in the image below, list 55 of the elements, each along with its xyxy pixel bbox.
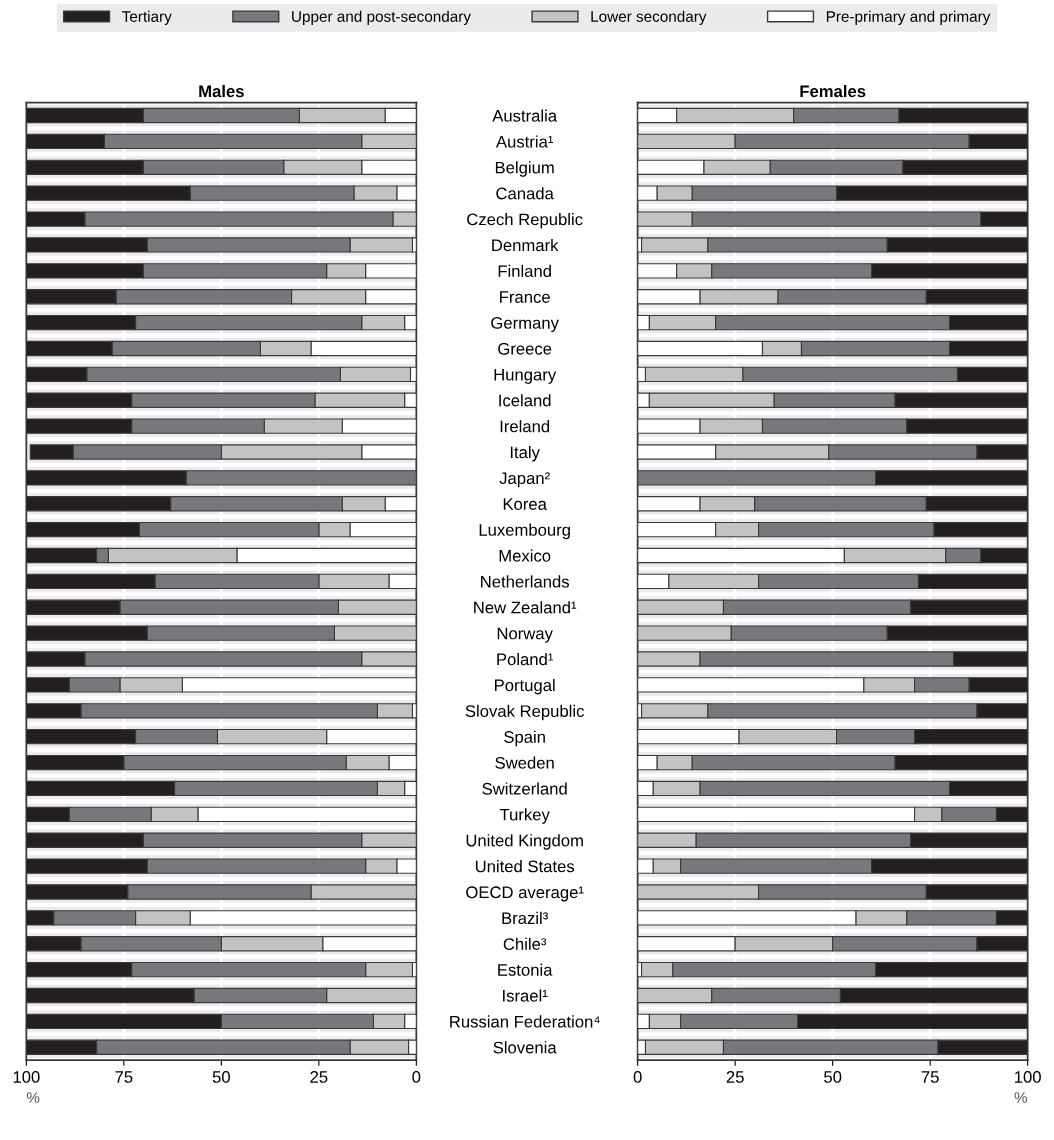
y-tick-label: Japan² — [499, 472, 550, 488]
y-tick-label: Poland¹ — [497, 653, 554, 666]
y-tick-label: Israel¹ — [503, 989, 548, 1002]
legend-label: Tertiary — [122, 10, 172, 25]
x-tick-label: 25 — [310, 1071, 328, 1083]
y-tick-label: Chile³ — [503, 937, 547, 950]
y-tick-label: New Zealand¹ — [474, 601, 577, 614]
y-tick-label: Czech Republic — [467, 213, 583, 229]
y-tick-label: Korea — [503, 498, 547, 510]
chart-title: Males — [199, 84, 244, 98]
legend-label: Upper and post-secondary — [292, 10, 471, 25]
x-axis-title: % — [26, 1092, 40, 1103]
x-tick-label: 75 — [921, 1071, 939, 1083]
y-tick-label: Turkey — [499, 808, 550, 824]
y-tick-label: Italy — [510, 445, 540, 462]
y-tick-label: Estonia — [498, 963, 553, 976]
y-tick-label: Germany — [491, 316, 559, 333]
y-tick-label: France — [500, 291, 550, 303]
y-tick-label: Slovak Republic — [465, 704, 584, 721]
y-tick-label: Hungary — [494, 368, 557, 384]
x-tick-label: 25 — [726, 1071, 744, 1083]
y-tick-label: Spain — [504, 730, 545, 747]
x-tick-label: 75 — [115, 1071, 133, 1083]
x-axis-title: % — [1014, 1092, 1028, 1103]
y-tick-label: Ireland — [500, 420, 550, 433]
x-tick-label: 0 — [633, 1071, 642, 1083]
y-tick-label: Norway — [497, 627, 553, 643]
y-tick-label: Mexico — [499, 549, 551, 562]
y-tick-label: Australia — [492, 109, 558, 122]
y-tick-label: Russian Federation⁴ — [450, 1015, 600, 1028]
y-tick-label: Netherlands — [481, 575, 569, 588]
y-tick-label: Belgium — [495, 161, 554, 177]
x-tick-label: 100 — [13, 1071, 40, 1083]
x-tick-label: 50 — [824, 1071, 842, 1083]
y-tick-label: Greece — [498, 342, 552, 355]
y-tick-label: Brazil³ — [502, 911, 548, 925]
y-tick-label: OECD average¹ — [466, 886, 584, 902]
y-tick-label: Sweden — [495, 756, 554, 769]
chart-title: Females — [800, 84, 866, 98]
y-tick-label: Switzerland — [482, 782, 567, 795]
y-tick-label: Slovenia — [493, 1041, 557, 1054]
y-tick-label: Portugal — [494, 678, 555, 695]
x-tick-label: 0 — [412, 1071, 421, 1083]
y-tick-label: Iceland — [499, 394, 551, 407]
y-tick-label: Austria¹ — [495, 135, 554, 148]
x-tick-label: 50 — [212, 1071, 230, 1083]
y-tick-label: Luxembourg — [479, 523, 570, 540]
y-tick-label: Canada — [496, 187, 554, 200]
y-tick-label: United Kingdom — [466, 834, 583, 850]
legend-label: Lower secondary — [591, 10, 707, 25]
x-tick-label: 100 — [1015, 1071, 1041, 1083]
legend-label: Pre-primary and primary — [826, 10, 991, 25]
y-tick-label: United States — [475, 860, 575, 873]
y-tick-label: Finland — [498, 264, 551, 278]
y-tick-label: Denmark — [492, 238, 559, 252]
